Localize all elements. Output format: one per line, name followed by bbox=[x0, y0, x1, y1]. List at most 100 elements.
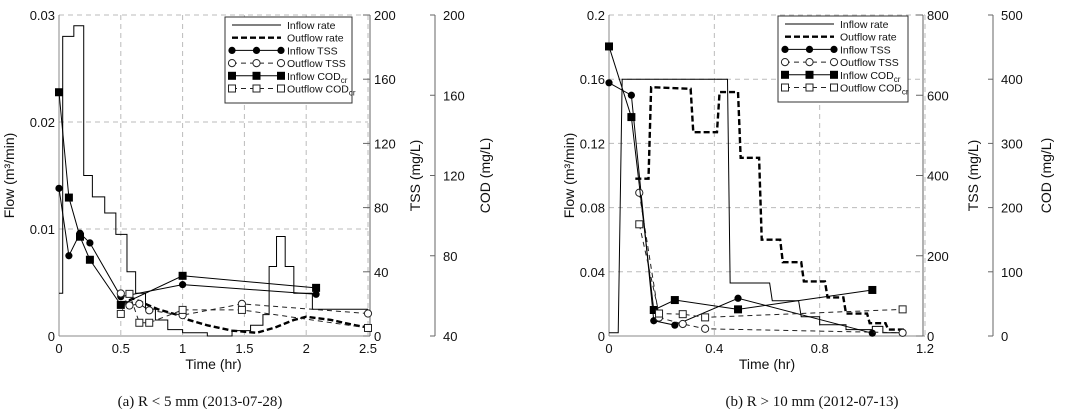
data-point-outflow-codcr bbox=[898, 305, 907, 314]
data-point-outflow-tss bbox=[678, 319, 687, 329]
data-point-inflow-tss bbox=[605, 79, 613, 87]
tss-axis-label: TSS (mg/L) bbox=[965, 140, 981, 212]
legend-label: Inflow TSS bbox=[287, 45, 338, 57]
y-tick-label: 0.03 bbox=[30, 8, 55, 23]
legend-marker bbox=[805, 58, 814, 67]
x-tick-label: 0 bbox=[605, 341, 612, 356]
cod-axis-label: COD (mg/L) bbox=[1038, 138, 1054, 213]
legend-marker bbox=[228, 46, 236, 55]
series-line-outflow-rate bbox=[120, 297, 369, 335]
data-point-outflow-codcr bbox=[701, 313, 710, 322]
series-line-outflow-rate bbox=[635, 85, 904, 331]
data-point-inflow-codcr bbox=[85, 255, 94, 264]
x-tick-label: 1.2 bbox=[916, 341, 934, 356]
data-point-inflow-codcr bbox=[670, 296, 679, 305]
data-point-inflow-codcr bbox=[649, 305, 658, 314]
legend-marker bbox=[830, 45, 838, 54]
x-tick-label: 0.5 bbox=[112, 341, 130, 356]
data-point-outflow-codcr bbox=[178, 305, 187, 314]
legend-marker bbox=[252, 46, 261, 55]
y-tick-label: 0.08 bbox=[580, 201, 605, 216]
cod-tick-label: 400 bbox=[1001, 72, 1023, 87]
data-point-outflow-codcr bbox=[135, 318, 144, 327]
tss-tick-label: 600 bbox=[927, 88, 949, 103]
tss-tick-label: 80 bbox=[374, 201, 388, 216]
y-tick-label: 0.12 bbox=[580, 136, 605, 151]
cod-tick-label: 100 bbox=[1001, 265, 1023, 280]
legend-marker bbox=[276, 59, 286, 68]
legend-marker bbox=[780, 58, 790, 67]
legend-marker bbox=[277, 84, 285, 93]
data-point-inflow-codcr bbox=[605, 42, 613, 51]
legend-marker bbox=[252, 71, 261, 80]
data-point-inflow-tss bbox=[312, 290, 320, 298]
cod-tick-label: 0 bbox=[1001, 329, 1008, 344]
data-point-outflow-codcr bbox=[125, 289, 134, 298]
x-tick-label: 0 bbox=[55, 341, 62, 356]
legend-marker bbox=[277, 71, 285, 80]
y-tick-label: 0.16 bbox=[580, 72, 605, 87]
legend-label: Outflow rate bbox=[287, 33, 344, 45]
series-line-inflow-rate bbox=[59, 25, 368, 337]
tss-tick-label: 0 bbox=[927, 329, 934, 344]
x-tick-label: 2 bbox=[303, 341, 310, 356]
legend-marker bbox=[277, 46, 285, 55]
cod-tick-label: 200 bbox=[1001, 201, 1023, 216]
data-point-inflow-tss bbox=[65, 252, 73, 260]
legend-label: Inflow CODcr bbox=[287, 71, 348, 85]
tss-tick-label: 120 bbox=[374, 136, 396, 151]
data-point-outflow-codcr bbox=[635, 220, 644, 229]
data-point-inflow-codcr bbox=[868, 285, 877, 294]
data-point-inflow-tss bbox=[55, 184, 63, 192]
legend-label: Outflow CODcr bbox=[840, 83, 909, 97]
legend-marker bbox=[781, 70, 789, 79]
data-point-outflow-tss bbox=[635, 188, 644, 197]
chart-caption: (a) R < 5 mm (2013-07-28) bbox=[118, 394, 283, 410]
cod-tick-label: 80 bbox=[443, 249, 457, 264]
legend-label: Inflow rate bbox=[840, 19, 889, 31]
x-tick-label: 0.4 bbox=[705, 341, 723, 356]
legend-box bbox=[777, 15, 909, 103]
tss-tick-label: 200 bbox=[374, 8, 396, 23]
legend-marker bbox=[805, 45, 814, 54]
cod-tick-label: 200 bbox=[443, 8, 465, 23]
y-tick-label: 0.2 bbox=[587, 8, 605, 23]
chart-caption: (b) R > 10 mm (2012-07-13) bbox=[725, 394, 898, 410]
tss-tick-label: 800 bbox=[927, 8, 949, 23]
cod-axis-label: COD (mg/L) bbox=[477, 138, 493, 213]
data-point-inflow-codcr bbox=[76, 232, 85, 241]
x-axis-label: Time (hr) bbox=[185, 356, 241, 372]
legend-marker bbox=[829, 58, 839, 67]
legend-marker bbox=[228, 71, 236, 80]
legend-marker bbox=[805, 83, 814, 92]
data-point-inflow-codcr bbox=[116, 300, 125, 309]
legend-marker bbox=[805, 70, 814, 79]
series-line-inflow-tss bbox=[58, 188, 317, 298]
y-axis-label: Flow (m³/min) bbox=[561, 133, 577, 219]
legend-marker bbox=[830, 70, 838, 79]
data-point-outflow-tss bbox=[898, 328, 907, 337]
series-line-inflow-tss bbox=[608, 82, 873, 334]
data-point-inflow-tss bbox=[86, 239, 94, 247]
x-tick-label: 0.8 bbox=[811, 341, 829, 356]
data-point-outflow-tss bbox=[125, 301, 134, 310]
y-tick-label: 0.04 bbox=[580, 265, 605, 280]
data-point-inflow-tss bbox=[868, 329, 876, 337]
legend-marker bbox=[830, 83, 838, 92]
data-point-outflow-tss bbox=[135, 299, 144, 308]
data-point-outflow-tss bbox=[145, 306, 154, 315]
legend-marker bbox=[228, 84, 236, 93]
data-point-inflow-tss bbox=[627, 91, 635, 99]
data-point-outflow-tss bbox=[116, 289, 125, 298]
data-point-inflow-tss bbox=[671, 321, 679, 329]
data-point-inflow-tss bbox=[179, 281, 187, 289]
data-point-outflow-codcr bbox=[678, 310, 687, 319]
cod-tick-label: 160 bbox=[443, 88, 465, 103]
data-point-outflow-codcr bbox=[655, 309, 664, 318]
tss-tick-label: 160 bbox=[374, 72, 396, 87]
tss-tick-label: 200 bbox=[927, 249, 949, 264]
data-point-inflow-codcr bbox=[64, 193, 73, 202]
cod-tick-label: 500 bbox=[1001, 8, 1023, 23]
data-point-outflow-tss bbox=[363, 309, 373, 318]
